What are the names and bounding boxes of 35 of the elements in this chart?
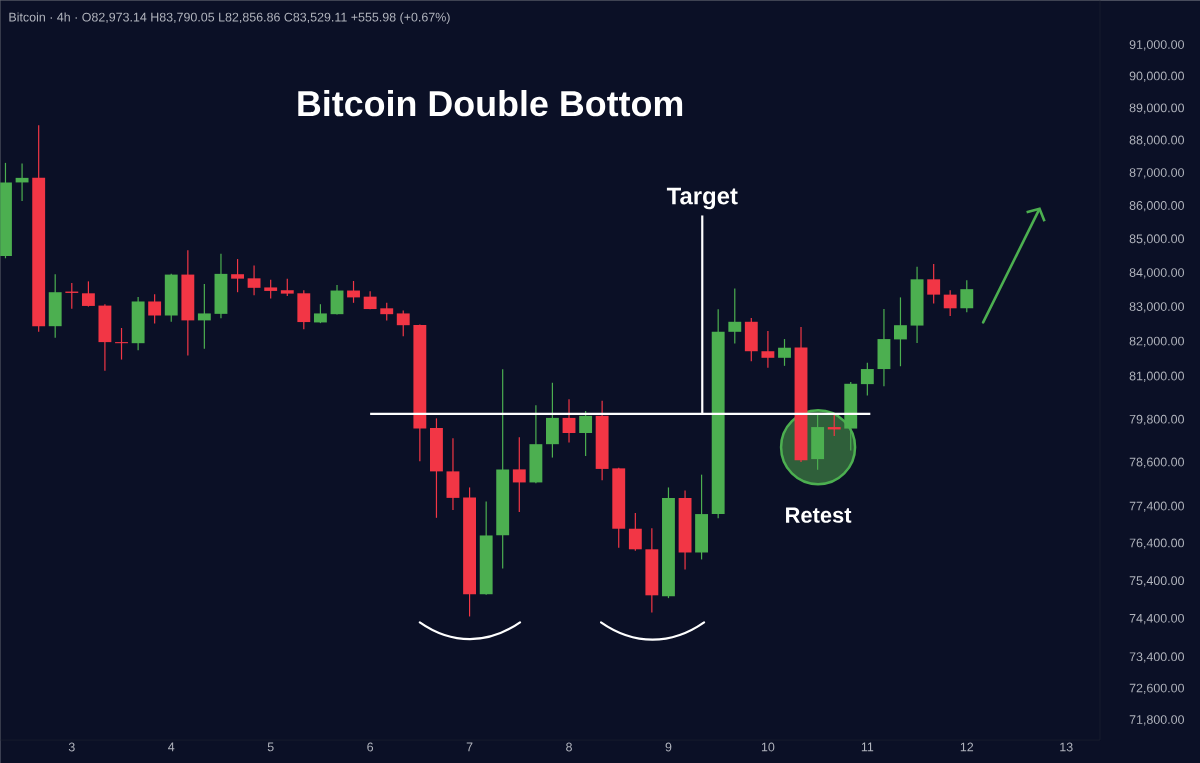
x-tick-label: 7 <box>466 742 473 752</box>
x-tick-label: 11 <box>861 742 874 752</box>
y-tick-label: 82,000.00 <box>1129 336 1185 347</box>
annotation: Target <box>666 187 738 210</box>
y-tick-label: 83,000.00 <box>1129 302 1185 313</box>
y-tick-label: 79,800.00 <box>1129 414 1185 426</box>
y-tick-label: 77,400.00 <box>1129 501 1185 512</box>
y-tick-label: 90,000.00 <box>1129 71 1185 82</box>
x-tick-label: 5 <box>267 742 274 752</box>
text: Bitcoin Double Bottom <box>298 89 683 117</box>
annotation: Retest <box>786 507 852 523</box>
y-tick-label: 71,800.00 <box>1129 715 1185 726</box>
y-tick-label: 73,400.00 <box>1129 652 1185 663</box>
y-tick-label: 72,600.00 <box>1129 683 1185 694</box>
y-tick-label: 81,000.00 <box>1129 371 1185 382</box>
y-tick-label: 85,000.00 <box>1129 234 1185 245</box>
x-tick-label: 10 <box>761 742 775 752</box>
x-tick-label: 12 <box>960 742 974 752</box>
x-tick-label: 6 <box>367 742 374 752</box>
y-tick-label: 76,400.00 <box>1129 538 1185 549</box>
y-tick-label: 74,400.00 <box>1129 613 1185 625</box>
y-tick-label: 87,000.00 <box>1129 168 1185 179</box>
annotation: Bitcoin · 4h · O82,973.14 H83,790.05 L82,856.86 C83,529.11 +555.98 (+0.67%) <box>9 12 450 24</box>
x-tick-label: 13 <box>1060 742 1073 752</box>
y-tick-label: 78,600.00 <box>1129 457 1185 468</box>
y-tick-label: 91,000.00 <box>1129 40 1185 51</box>
y-tick-label: 86,000.00 <box>1129 201 1185 212</box>
y-tick-label: 88,000.00 <box>1129 135 1185 146</box>
x-tick-label: 8 <box>566 742 572 752</box>
y-tick-label: 84,000.00 <box>1129 268 1185 279</box>
y-tick-label: 89,000.00 <box>1129 103 1185 114</box>
x-tick-label: 3 <box>68 742 75 752</box>
x-tick-label: 4 <box>168 742 175 752</box>
y-tick-label: 75,400.00 <box>1129 576 1185 587</box>
x-tick-label: 9 <box>665 742 672 752</box>
